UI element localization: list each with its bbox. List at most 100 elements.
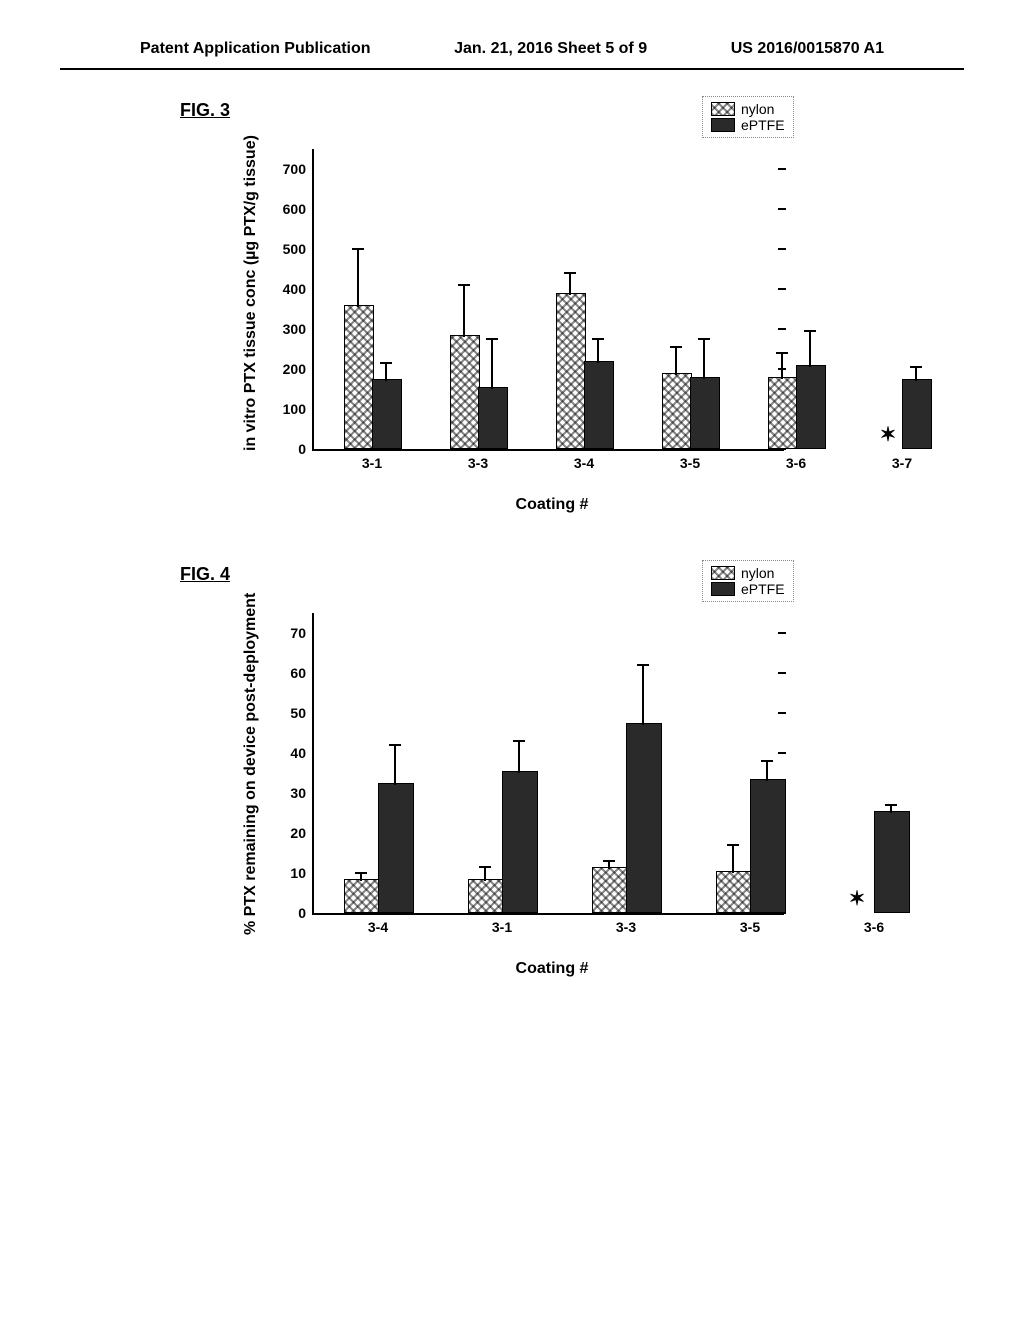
- fig3-errorcap: [564, 272, 576, 274]
- fig4-bar-nylon: [344, 879, 380, 913]
- fig3-errorcap: [910, 366, 922, 368]
- fig3-bar-ePTFE: [902, 379, 932, 449]
- fig3-errorcap: [486, 338, 498, 340]
- fig4-errorbar: [732, 845, 734, 873]
- fig4-ytick: 40: [290, 745, 314, 761]
- fig3-bar-nylon: [768, 377, 798, 449]
- fig3-ytick: 500: [283, 241, 314, 257]
- fig3-legend-label: ePTFE: [741, 117, 785, 133]
- fig3-errorcap: [458, 284, 470, 286]
- fig4-xlabel: Coating #: [252, 960, 852, 978]
- fig3-xlabel: Coating #: [252, 496, 852, 514]
- fig4-xtick: 3-5: [740, 913, 760, 935]
- fig3-bar-ePTFE: [796, 365, 826, 449]
- header-right: US 2016/0015870 A1: [731, 40, 884, 58]
- fig4-errorcap: [637, 664, 649, 666]
- fig4-ytick: 50: [290, 705, 314, 721]
- fig4-legend-label: nylon: [741, 565, 774, 581]
- fig4-legend-label: ePTFE: [741, 581, 785, 597]
- fig4-errorcap: [389, 744, 401, 746]
- fig4-errorbar: [394, 745, 396, 785]
- fig4-ytick: 60: [290, 665, 314, 681]
- fig4-ytick: 20: [290, 825, 314, 841]
- fig4-errorcap: [603, 860, 615, 862]
- fig4-ytick: 30: [290, 785, 314, 801]
- fig3-ytick-mark: [778, 328, 786, 330]
- fig4-ytick-mark: [778, 632, 786, 634]
- fig4-bar-nylon: [468, 879, 504, 913]
- fig3-bar-nylon: [662, 373, 692, 449]
- fig4-ytick: 70: [290, 625, 314, 641]
- fig3-ytick-mark: [778, 248, 786, 250]
- fig4-ytick-mark: [778, 712, 786, 714]
- fig3-errorcap: [698, 338, 710, 340]
- fig3-errorbar: [915, 367, 917, 381]
- fig4-errorbar: [608, 861, 610, 869]
- fig3-plot: 01002003004005006007003-13-33-43-53-6✶3-…: [312, 149, 784, 451]
- figure-4-label: FIG. 4: [180, 564, 1024, 585]
- fig3-legend: nylonePTFE: [702, 96, 794, 138]
- fig3-legend-swatch-icon: [711, 118, 735, 132]
- fig4-errorcap: [885, 804, 897, 806]
- fig3-errorbar: [809, 331, 811, 367]
- fig3-bar-ePTFE: [372, 379, 402, 449]
- fig4-ytick: 0: [298, 905, 314, 921]
- fig4-errorbar: [766, 761, 768, 781]
- fig4-errorbar: [484, 867, 486, 881]
- fig4-xtick: 3-3: [616, 913, 636, 935]
- fig3-errorcap: [380, 362, 392, 364]
- fig3-errorcap: [592, 338, 604, 340]
- fig3-ytick: 200: [283, 361, 314, 377]
- fig3-missing-star-icon: ✶: [880, 422, 897, 447]
- fig3-ytick-mark: [778, 288, 786, 290]
- fig3-errorcap: [776, 352, 788, 354]
- figure-3-chart: in vitro PTX tissue conc (µg PTX/g tissu…: [172, 131, 852, 514]
- fig3-legend-label: nylon: [741, 101, 774, 117]
- fig4-bar-ePTFE: [502, 771, 538, 913]
- fig3-ytick-mark: [778, 208, 786, 210]
- fig3-xtick: 3-7: [892, 449, 912, 471]
- fig3-errorbar: [675, 347, 677, 375]
- figure-4-chart: % PTX remaining on device post-deploymen…: [172, 595, 852, 978]
- fig3-ytick: 400: [283, 281, 314, 297]
- fig4-bar-nylon: [716, 871, 752, 913]
- fig3-ytick-mark: [778, 168, 786, 170]
- header-center: Jan. 21, 2016 Sheet 5 of 9: [454, 40, 647, 58]
- fig3-errorcap: [804, 330, 816, 332]
- fig4-ytick: 10: [290, 865, 314, 881]
- fig3-errorbar: [357, 249, 359, 307]
- fig4-xtick: 3-4: [368, 913, 388, 935]
- fig3-legend-row: ePTFE: [711, 117, 785, 133]
- fig4-ytick-mark: [778, 672, 786, 674]
- page-header: Patent Application Publication Jan. 21, …: [60, 0, 964, 70]
- fig4-bar-nylon: [592, 867, 628, 913]
- fig3-bar-ePTFE: [690, 377, 720, 449]
- fig3-errorbar: [569, 273, 571, 295]
- fig3-ytick: 600: [283, 201, 314, 217]
- fig4-errorcap: [513, 740, 525, 742]
- fig4-missing-star-icon: ✶: [849, 886, 866, 911]
- fig3-bar-nylon: [450, 335, 480, 449]
- fig3-ytick: 0: [298, 441, 314, 457]
- fig4-bar-ePTFE: [750, 779, 786, 913]
- fig4-errorcap: [761, 760, 773, 762]
- fig3-errorbar: [385, 363, 387, 381]
- header-left: Patent Application Publication: [140, 40, 371, 58]
- fig3-ytick: 700: [283, 161, 314, 177]
- fig4-xtick: 3-6: [864, 913, 884, 935]
- fig3-xtick: 3-4: [574, 449, 594, 471]
- fig3-errorbar: [597, 339, 599, 363]
- fig3-legend-row: nylon: [711, 101, 785, 117]
- fig3-errorbar: [491, 339, 493, 389]
- fig4-legend-swatch-icon: [711, 566, 735, 580]
- fig4-bar-ePTFE: [378, 783, 414, 913]
- fig4-legend-row: ePTFE: [711, 581, 785, 597]
- fig4-errorbar: [890, 805, 892, 813]
- fig4-errorcap: [355, 872, 367, 874]
- fig3-errorcap: [670, 346, 682, 348]
- fig3-xtick: 3-5: [680, 449, 700, 471]
- fig3-errorbar: [463, 285, 465, 337]
- fig3-errorbar: [781, 353, 783, 379]
- fig4-legend-swatch-icon: [711, 582, 735, 596]
- fig4-errorbar: [518, 741, 520, 773]
